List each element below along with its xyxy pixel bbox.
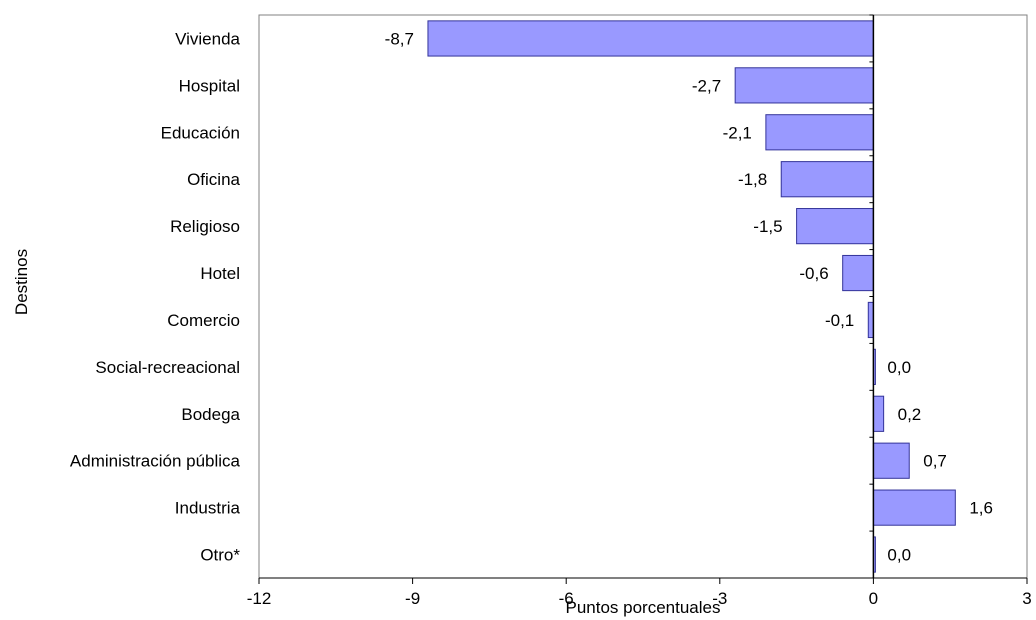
data-label: -2,7	[692, 76, 721, 95]
bar	[427, 20, 874, 57]
category-label: Bodega	[181, 405, 240, 424]
data-label: 0,7	[923, 452, 947, 471]
data-label: -1,8	[738, 170, 767, 189]
category-label: Hotel	[200, 264, 240, 283]
category-label: Social-recreacional	[95, 358, 240, 377]
data-label: 0,0	[887, 358, 911, 377]
data-label: 1,6	[969, 499, 993, 518]
bar	[867, 301, 874, 339]
y-axis-title: Destinos	[12, 249, 31, 315]
bar	[734, 67, 874, 104]
data-label: 0,2	[898, 405, 922, 424]
data-label: -0,6	[799, 264, 828, 283]
category-label: Hospital	[179, 76, 240, 95]
x-axis-title: Puntos porcentuales	[566, 598, 721, 617]
bar	[796, 208, 874, 245]
x-tick-label: -6	[559, 589, 574, 608]
x-tick-label: -12	[247, 589, 272, 608]
data-label: 0,0	[887, 546, 911, 565]
category-label: Educación	[161, 123, 240, 142]
category-label: Industria	[175, 499, 241, 518]
bars-layer	[427, 20, 956, 573]
bar	[780, 161, 874, 198]
bar	[765, 114, 874, 151]
bar	[872, 395, 885, 432]
y-axis-category-labels: Vivienda Hospital Educación Oficina Religios…	[70, 29, 241, 564]
category-label: Vivienda	[175, 29, 240, 48]
x-tick-label: -9	[405, 589, 420, 608]
data-label: -8,7	[385, 29, 414, 48]
category-label: Comercio	[167, 311, 240, 330]
category-label: Religioso	[170, 217, 240, 236]
x-axis: -12 -9 -6 -3 0 3	[247, 577, 1032, 608]
x-tick-label: 3	[1022, 589, 1031, 608]
x-tick-label: -3	[712, 589, 727, 608]
category-label: Oficina	[187, 170, 240, 189]
data-label: -2,1	[723, 123, 752, 142]
bar	[872, 442, 910, 479]
x-tick-label: 0	[869, 589, 878, 608]
category-label: Otro*	[200, 546, 240, 565]
data-labels: -8,7 -2,7 -2,1 -1,8 -1,5 -0,6 -0,1 0,0 0,2 0,7 1,6…	[385, 29, 993, 564]
data-label: -1,5	[753, 217, 782, 236]
bar	[872, 489, 956, 526]
plot-area	[258, 14, 1028, 579]
data-label: -0,1	[825, 311, 854, 330]
category-label: Administración pública	[70, 452, 241, 471]
bar	[842, 254, 874, 292]
